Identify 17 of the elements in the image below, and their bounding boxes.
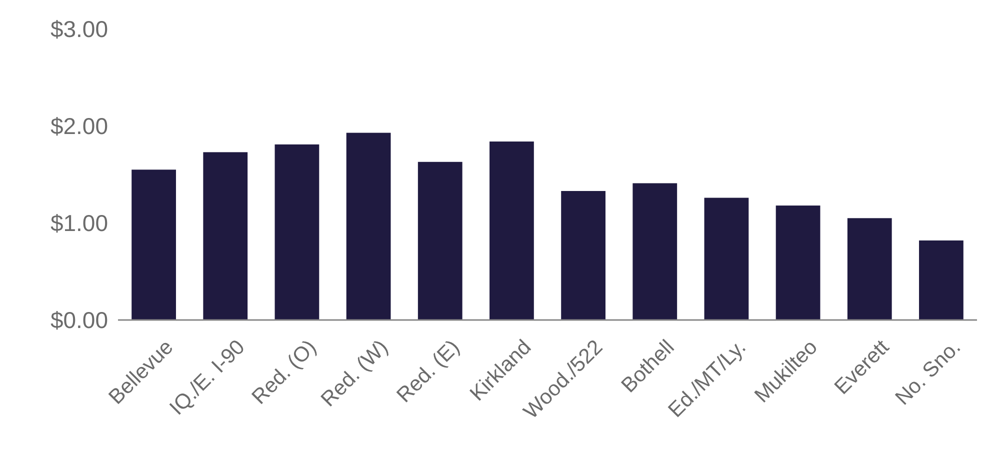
bar [919, 240, 964, 320]
bar [132, 170, 176, 320]
bar [704, 198, 749, 320]
bar [847, 218, 892, 320]
bar [561, 190, 606, 320]
x-tick-label: No. Sno. [891, 336, 966, 410]
bar [203, 152, 248, 320]
bar [490, 142, 534, 320]
y-tick-label: $1.00 [50, 210, 108, 236]
bar [274, 144, 320, 320]
bar [346, 132, 391, 320]
y-tick-label: $3.00 [50, 16, 108, 42]
bar [632, 183, 678, 320]
y-tick-label: $2.00 [50, 113, 108, 140]
bar [418, 162, 462, 320]
y-tick-label: $0.00 [50, 307, 108, 334]
bar [776, 206, 820, 320]
